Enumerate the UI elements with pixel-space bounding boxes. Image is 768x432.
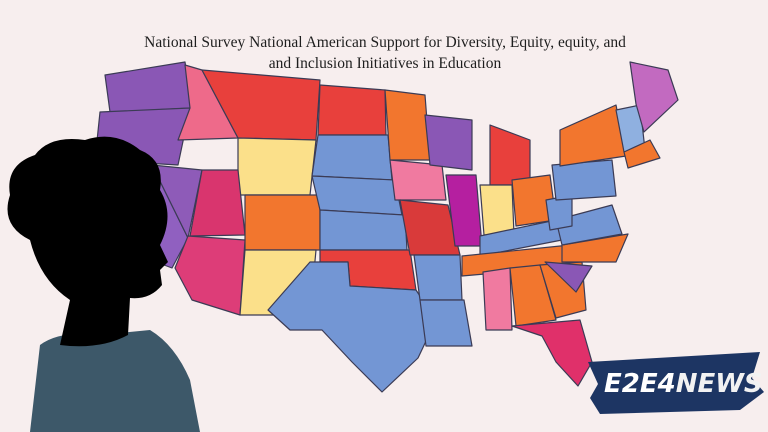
state: [561, 233, 629, 263]
state: [244, 194, 321, 251]
shirt: [30, 330, 200, 432]
state: [174, 235, 246, 316]
state: [629, 61, 679, 133]
state: [623, 139, 661, 169]
state: [424, 114, 473, 171]
logo: E2E4NEWS: [588, 352, 764, 414]
state: [413, 254, 463, 301]
state: [419, 299, 473, 347]
state: [555, 204, 623, 246]
state: [267, 261, 437, 393]
us-map: [94, 61, 679, 393]
state: [319, 209, 408, 251]
logo-text: E2E4NEWS: [604, 369, 763, 399]
state: [311, 134, 393, 181]
state: [237, 137, 317, 196]
state: [384, 89, 431, 161]
state: [511, 319, 593, 387]
state: [482, 267, 513, 331]
logo-part: NEWS: [676, 369, 763, 399]
state: [479, 184, 515, 236]
silhouette: [7, 136, 200, 432]
person: [7, 136, 168, 347]
title-line: National Survey National American Suppor…: [144, 34, 626, 51]
state: [317, 84, 387, 136]
title-line: and Inclusion Initiatives in Education: [269, 55, 502, 72]
logo-part: E2E4: [604, 369, 676, 399]
state: [509, 264, 557, 327]
logo-backdrop: [588, 352, 764, 414]
state: [311, 175, 403, 216]
state: [544, 261, 593, 293]
state: [389, 159, 447, 201]
state: [151, 164, 203, 239]
state: [177, 64, 239, 141]
